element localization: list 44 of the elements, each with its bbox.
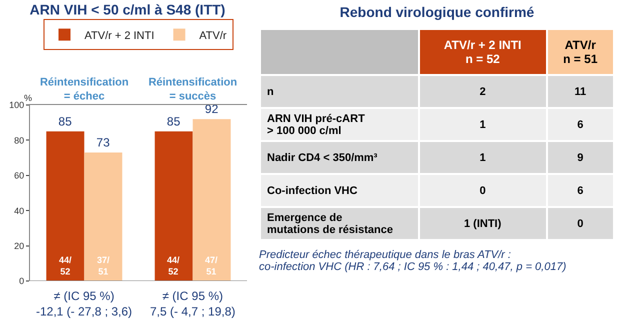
category-label: Nadir CD4 < 350/mm³ xyxy=(267,152,378,164)
chart-title: ARN VIH < 50 c/ml à S48 (ITT) xyxy=(30,2,226,18)
category-label: ATV/r n = 51 xyxy=(548,30,613,74)
category-label: Emergence de mutations de résistance xyxy=(267,212,393,236)
text: 0 xyxy=(577,218,584,230)
text: ≠ (IC 95 %) -12,1 (- 27,8 ; 3,6) xyxy=(36,289,132,319)
text: 1 xyxy=(480,118,486,130)
legend-label: ATV/r + 2 INTI xyxy=(84,30,154,42)
bar xyxy=(84,152,122,281)
text: Rebond virologique confirmé xyxy=(338,4,536,20)
y-tick-label: 20 xyxy=(14,240,24,251)
bar xyxy=(192,119,231,281)
bar xyxy=(154,131,193,281)
text: ≠ (IC 95 %) 7,5 (- 4,7 ; 19,8) xyxy=(150,289,236,319)
legend-label: ATV/r xyxy=(199,30,227,42)
category-label: n xyxy=(267,86,274,98)
bar xyxy=(46,131,84,281)
annotation: 37/ 51 xyxy=(97,255,110,277)
annotation: 44/ 52 xyxy=(167,255,180,277)
text: Predicteur échec thérapeutique dans le bras ATV/r : co-infection VHC (HR : 7,64 ; IC 95 % : 1,44 ; 40,47, p = 0,017) xyxy=(259,249,568,273)
data-label: 85 xyxy=(166,114,181,128)
y-tick-label: 100 xyxy=(9,100,24,110)
text: 2 xyxy=(480,86,486,98)
category-label: Co-infection VHC xyxy=(267,184,358,196)
data-label: 73 xyxy=(96,136,110,150)
x-tick-label: Réintensification = échec xyxy=(40,76,129,103)
text: 9 xyxy=(577,152,584,164)
x-tick-label: Réintensification = succès xyxy=(148,76,238,103)
data-label: 85 xyxy=(58,114,72,128)
y-tick-label: 60 xyxy=(14,170,24,181)
y-tick-label: 40 xyxy=(14,206,24,216)
category-label: ATV/r + 2 INTI n = 52 xyxy=(420,30,546,74)
text: 1 (INTI) xyxy=(464,218,502,230)
y-tick-label: 80 xyxy=(14,135,24,146)
text: 11 xyxy=(574,86,586,98)
text: 0 xyxy=(480,184,486,196)
text: 6 xyxy=(577,118,584,130)
y-axis-title: % xyxy=(24,93,32,103)
category-label: ARN VIH pré-cART > 100 000 c/ml xyxy=(267,112,365,136)
annotation: 44/ 52 xyxy=(59,255,72,277)
text: 6 xyxy=(577,184,584,196)
y-tick-label: 0 xyxy=(19,276,24,286)
annotation: 47/ 51 xyxy=(205,255,218,277)
text: 1 xyxy=(480,152,486,164)
